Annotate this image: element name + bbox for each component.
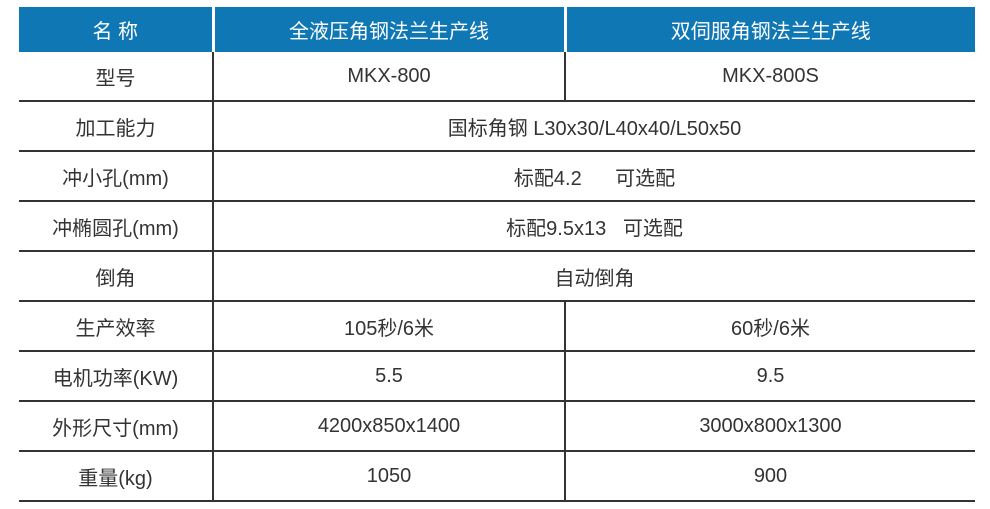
row-label-efficiency: 生产效率 — [19, 301, 214, 351]
table-row-model: 型号 MKX-800 MKX-800S — [19, 52, 975, 101]
header-cell-hydraulic-line: 全液压角钢法兰生产线 — [211, 7, 565, 52]
table-header-row: 名 称 全液压角钢法兰生产线 双伺服角钢法兰生产线 — [19, 7, 975, 52]
row-label-dimensions: 外形尺寸(mm) — [19, 401, 214, 451]
value-dimensions-servo: 3000x800x1300 — [564, 401, 975, 451]
table-row-capacity: 加工能力 国标角钢 L30x30/L40x40/L50x50 — [19, 101, 975, 151]
row-label-weight: 重量(kg) — [19, 451, 214, 501]
value-weight-servo: 900 — [564, 451, 975, 501]
header-cell-servo-line: 双伺服角钢法兰生产线 — [563, 7, 975, 52]
value-motor-power-servo: 9.5 — [564, 351, 975, 401]
value-weight-hydraulic: 1050 — [213, 451, 565, 501]
table-row-efficiency: 生产效率 105秒/6米 60秒/6米 — [19, 301, 975, 351]
table-row-chamfer: 倒角 自动倒角 — [19, 251, 975, 301]
value-model-hydraulic: MKX-800 — [213, 52, 565, 101]
row-label-small-hole: 冲小孔(mm) — [19, 151, 214, 201]
value-model-servo: MKX-800S — [564, 52, 975, 101]
table-row-small-hole: 冲小孔(mm) 标配4.2 可选配 — [19, 151, 975, 201]
value-oval-hole: 标配9.5x13 可选配 — [213, 201, 975, 251]
table-row-weight: 重量(kg) 1050 900 — [19, 451, 975, 501]
table-row-dimensions: 外形尺寸(mm) 4200x850x1400 3000x800x1300 — [19, 401, 975, 451]
row-label-oval-hole: 冲椭圆孔(mm) — [19, 201, 214, 251]
value-motor-power-hydraulic: 5.5 — [213, 351, 565, 401]
spec-table: 名 称 全液压角钢法兰生产线 双伺服角钢法兰生产线 型号 MKX-800 MKX… — [19, 7, 975, 502]
row-label-capacity: 加工能力 — [19, 101, 214, 151]
table-row-oval-hole: 冲椭圆孔(mm) 标配9.5x13 可选配 — [19, 201, 975, 251]
row-label-model: 型号 — [19, 52, 214, 101]
row-label-motor-power: 电机功率(KW) — [19, 351, 214, 401]
value-dimensions-hydraulic: 4200x850x1400 — [213, 401, 565, 451]
value-efficiency-servo: 60秒/6米 — [564, 301, 975, 351]
value-efficiency-hydraulic: 105秒/6米 — [213, 301, 565, 351]
value-chamfer: 自动倒角 — [213, 251, 975, 301]
table-row-motor-power: 电机功率(KW) 5.5 9.5 — [19, 351, 975, 401]
row-label-chamfer: 倒角 — [19, 251, 214, 301]
value-capacity: 国标角钢 L30x30/L40x40/L50x50 — [213, 101, 975, 151]
value-small-hole: 标配4.2 可选配 — [213, 151, 975, 201]
header-cell-name: 名 称 — [19, 7, 213, 52]
